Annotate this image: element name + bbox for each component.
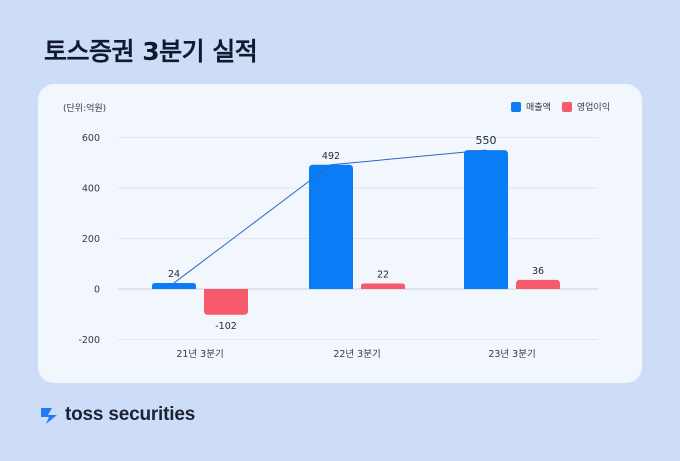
data-label-operating-profit: 22 [377, 269, 389, 280]
data-label-operating-profit: -102 [215, 321, 237, 332]
data-label-revenue: 550 [476, 134, 497, 147]
data-label-revenue: 492 [322, 151, 340, 162]
y-tick-label: 600 [82, 133, 100, 144]
brand-logo: toss securities [38, 404, 195, 426]
x-tick-label: 23년 3분기 [488, 349, 535, 360]
x-tick-label: 21년 3분기 [176, 349, 223, 360]
legend-swatch-operating-profit [561, 101, 572, 112]
bar-operating-profit [204, 289, 248, 315]
bar-operating-profit [361, 283, 405, 289]
legend-swatch-revenue [511, 101, 522, 112]
legend-item-revenue: 매출액 [511, 100, 551, 113]
x-tick-label: 22년 3분기 [333, 349, 380, 360]
y-tick-label: -200 [78, 335, 100, 346]
legend-label-operating-profit: 영업이익 [576, 103, 610, 113]
chart-legend: 매출액 영업이익 [500, 100, 610, 113]
bar-revenue [309, 164, 353, 289]
toss-logo-icon [41, 408, 57, 424]
y-tick-label: 400 [82, 184, 100, 195]
y-tick-label: 0 [94, 285, 100, 296]
legend-label-revenue: 매출액 [526, 103, 551, 113]
revenue-trend-line [173, 149, 487, 284]
bar-revenue [464, 150, 508, 289]
page-title: 토스증권 3분기 실적 [44, 37, 258, 66]
unit-label: (단위:억원) [63, 104, 107, 114]
bar-operating-profit [516, 279, 560, 289]
data-label-operating-profit: 36 [532, 266, 544, 277]
y-tick-label: 200 [82, 234, 100, 245]
brand-name: toss securities [65, 404, 196, 425]
data-label-revenue: 24 [168, 269, 180, 280]
legend-item-operating-profit: 영업이익 [561, 100, 610, 113]
bar-revenue [152, 282, 196, 289]
